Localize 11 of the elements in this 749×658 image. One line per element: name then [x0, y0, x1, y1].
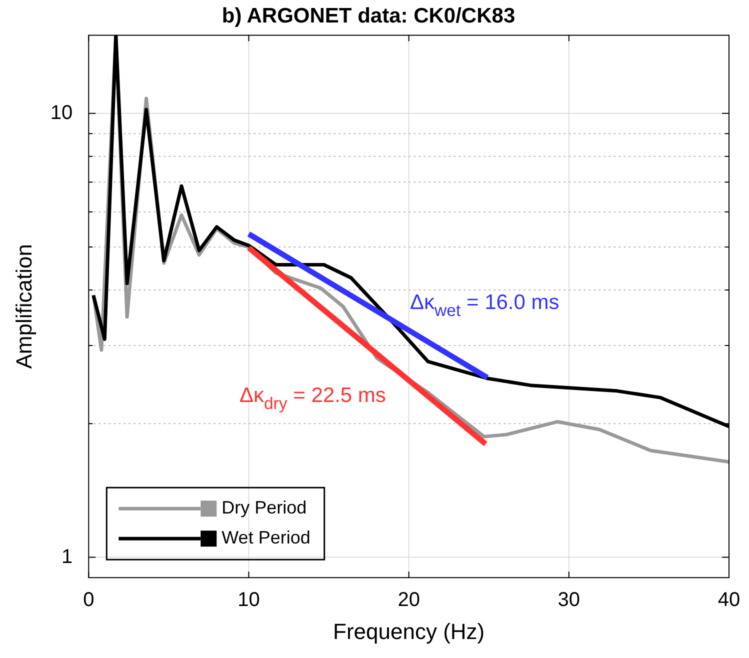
legend-label: Wet Period	[222, 528, 310, 548]
x-tick-label: 20	[398, 589, 420, 612]
y-tick-label: 1	[62, 546, 73, 568]
legend-label: Dry Period	[222, 498, 307, 518]
x-tick-label: 30	[558, 589, 580, 612]
chart-title: b) ARGONET data: CK0/CK83	[222, 4, 516, 28]
x-tick-label: 40	[718, 589, 740, 612]
x-axis-title: Frequency (Hz)	[333, 618, 485, 644]
x-tick-label: 0	[83, 589, 94, 612]
x-tick-label: 10	[238, 589, 260, 612]
y-axis-title: Amplification	[11, 244, 36, 369]
